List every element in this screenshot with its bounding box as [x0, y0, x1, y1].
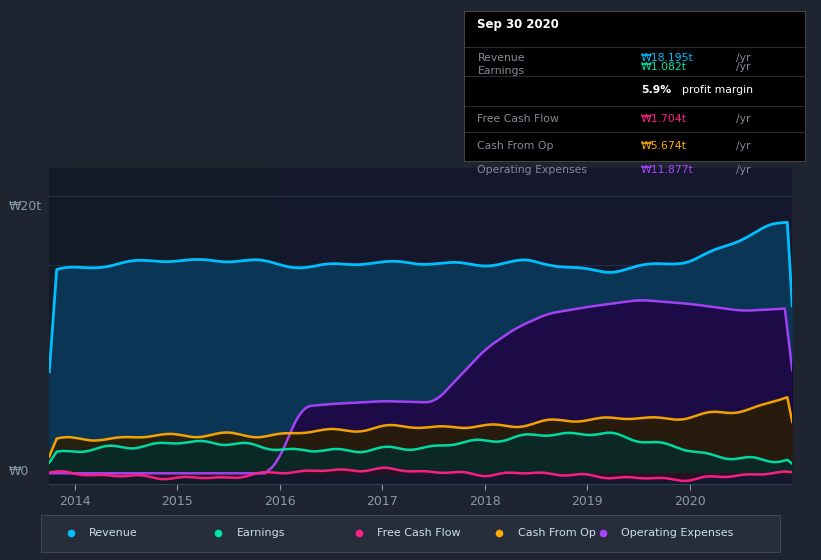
Text: Cash From Op: Cash From Op: [478, 141, 554, 151]
Text: Revenue: Revenue: [478, 53, 525, 63]
Text: ₩20t: ₩20t: [8, 200, 42, 213]
Text: /yr: /yr: [736, 53, 751, 63]
Text: Free Cash Flow: Free Cash Flow: [378, 529, 461, 538]
Bar: [280, 154, 792, 487]
Text: ₩18.195t: ₩18.195t: [641, 53, 694, 63]
Text: ₩1.704t: ₩1.704t: [641, 114, 687, 124]
Text: Operating Expenses: Operating Expenses: [478, 165, 588, 175]
Text: Free Cash Flow: Free Cash Flow: [478, 114, 559, 124]
Text: /yr: /yr: [736, 141, 751, 151]
Text: Operating Expenses: Operating Expenses: [621, 529, 733, 538]
Text: Revenue: Revenue: [89, 529, 138, 538]
Text: Sep 30 2020: Sep 30 2020: [478, 18, 559, 31]
Text: profit margin: profit margin: [682, 85, 753, 95]
Text: ₩1.082t: ₩1.082t: [641, 63, 687, 72]
Text: ₩5.674t: ₩5.674t: [641, 141, 687, 151]
Text: Earnings: Earnings: [237, 529, 286, 538]
Text: ₩11.877t: ₩11.877t: [641, 165, 694, 175]
Bar: [49, 154, 280, 487]
Text: 5.9%: 5.9%: [641, 85, 672, 95]
Text: /yr: /yr: [736, 63, 751, 72]
Text: ₩0: ₩0: [8, 465, 29, 478]
Text: Earnings: Earnings: [478, 66, 525, 76]
Text: /yr: /yr: [736, 165, 751, 175]
Text: Cash From Op: Cash From Op: [518, 529, 595, 538]
Text: /yr: /yr: [736, 114, 751, 124]
